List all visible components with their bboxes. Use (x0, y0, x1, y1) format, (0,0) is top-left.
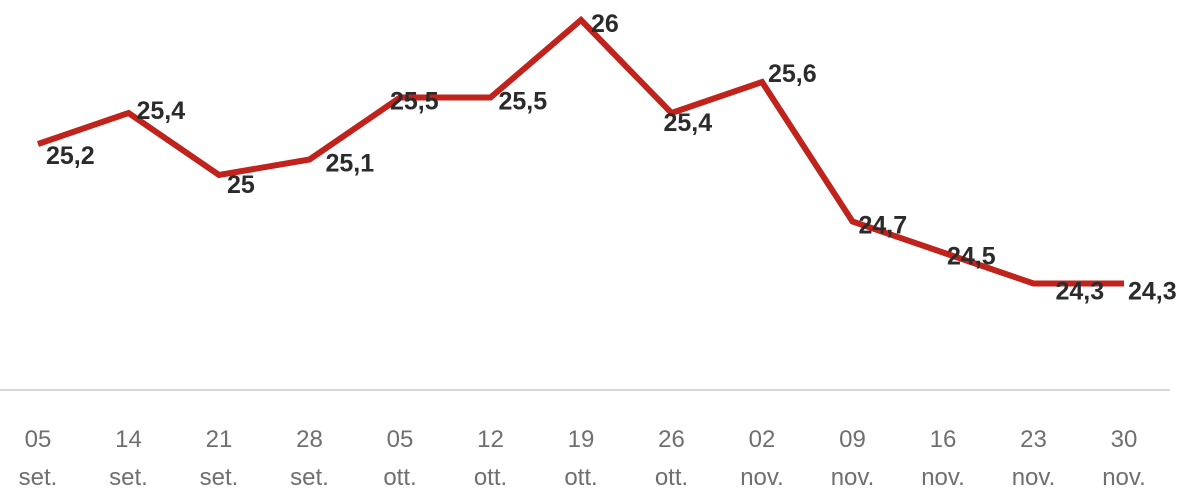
data-label: 25,4 (137, 97, 186, 125)
x-tick-day: 14 (115, 426, 142, 453)
x-tick-day: 05 (25, 426, 52, 453)
data-label: 24,7 (859, 212, 908, 240)
x-tick-day: 23 (1020, 426, 1047, 453)
x-tick-month: nov. (740, 464, 784, 491)
x-tick-month: ott. (564, 464, 597, 491)
x-tick-day: 09 (839, 426, 866, 453)
data-label: 26 (591, 10, 619, 38)
x-tick-month: set. (290, 464, 329, 491)
x-tick-month: set. (200, 464, 239, 491)
data-labels: 25,2 25,4 25 25,1 25,5 25,5 26 25,4 25,6 24,7 24,5… (46, 10, 1177, 306)
x-tick-day: 19 (568, 426, 595, 453)
x-tick-month: set. (109, 464, 148, 491)
data-label: 24,3 (1056, 278, 1105, 306)
x-tick-month: ott. (474, 464, 507, 491)
x-tick-day: 16 (930, 426, 957, 453)
data-label: 25,4 (664, 109, 713, 137)
x-axis-tick-labels: 05 set. 14 set. 21 set. 28 set. 05 ott. 12 ott. 19 ot… (19, 426, 1146, 491)
x-tick-month: nov. (1102, 464, 1146, 491)
x-tick-month: nov. (831, 464, 875, 491)
x-tick-month: nov. (1012, 464, 1056, 491)
data-label: 24,5 (947, 243, 996, 271)
x-tick-month: ott. (655, 464, 688, 491)
x-tick-day: 26 (658, 426, 685, 453)
series-line (37, 15, 1124, 287)
x-tick-day: 05 (387, 426, 414, 453)
data-label: 24,3 (1128, 278, 1177, 306)
x-tick-day: 12 (477, 426, 504, 453)
data-label: 25,2 (46, 142, 95, 170)
data-label: 25,5 (499, 88, 548, 116)
x-tick-day: 28 (296, 426, 323, 453)
x-tick-day: 02 (749, 426, 776, 453)
data-label: 25,1 (326, 150, 375, 178)
x-tick-month: nov. (921, 464, 965, 491)
data-label: 25,5 (390, 88, 439, 116)
x-tick-month: ott. (383, 464, 416, 491)
x-tick-day: 21 (206, 426, 233, 453)
data-label: 25 (227, 171, 255, 199)
x-tick-month: set. (19, 464, 58, 491)
x-tick-day: 30 (1111, 426, 1138, 453)
data-label: 25,6 (768, 60, 817, 88)
